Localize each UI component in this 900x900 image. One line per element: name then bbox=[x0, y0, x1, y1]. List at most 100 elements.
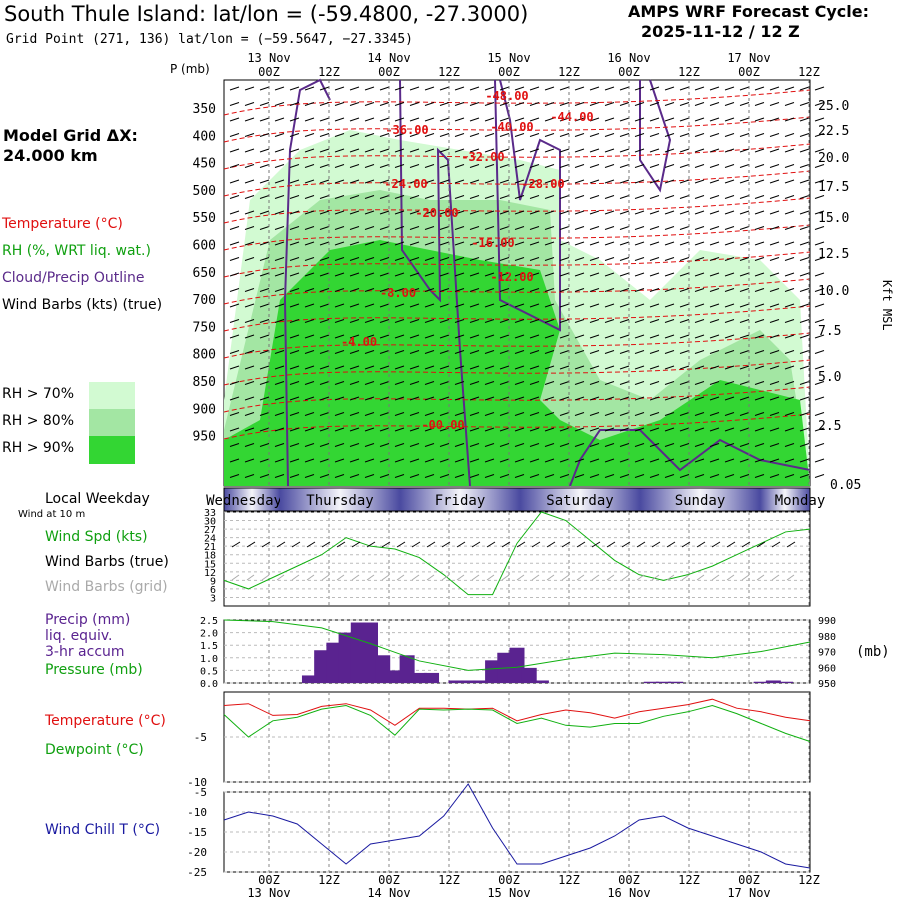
wind-barb bbox=[754, 458, 765, 463]
wind-barb bbox=[409, 272, 420, 277]
wind-barb bbox=[664, 334, 675, 339]
wind-barb bbox=[289, 133, 300, 137]
wind-barb bbox=[739, 179, 750, 184]
wind-barb-grid bbox=[471, 574, 480, 581]
wind-barb bbox=[409, 365, 420, 370]
cloud-outline-5 bbox=[569, 429, 811, 487]
top-time-tick: 00Z bbox=[378, 65, 400, 79]
wind-barb bbox=[439, 102, 450, 106]
wind-barb bbox=[289, 412, 300, 416]
wind-barb bbox=[514, 381, 525, 385]
wind-barb bbox=[784, 303, 795, 308]
wind-barb bbox=[484, 443, 495, 447]
wind-barb bbox=[484, 86, 495, 91]
wind-barb-grid bbox=[321, 574, 330, 581]
wind-barb bbox=[229, 458, 240, 463]
wind-barb bbox=[559, 179, 570, 184]
pressure-tick-label-right: 950 bbox=[818, 679, 836, 690]
wind-barb bbox=[304, 288, 315, 292]
wind-barb bbox=[439, 164, 450, 168]
wind-barb bbox=[229, 133, 240, 137]
wind-barb bbox=[529, 195, 540, 199]
wind-barb bbox=[769, 350, 780, 354]
height-tick-label: 10.0 bbox=[818, 284, 849, 299]
wind-barb bbox=[244, 272, 255, 277]
bottom-date-label: 13 Nov bbox=[247, 886, 290, 900]
windchill-tick-label: -10 bbox=[187, 806, 207, 819]
precip-bar bbox=[363, 622, 378, 683]
wind-barb bbox=[529, 148, 540, 153]
wind-barb bbox=[514, 474, 525, 478]
wind-barb bbox=[649, 334, 660, 339]
wind-barb bbox=[454, 195, 465, 199]
bottom-time-tick: 00Z bbox=[498, 873, 520, 887]
wind-barb bbox=[754, 381, 765, 385]
wind-barb bbox=[439, 474, 450, 478]
wind-barb bbox=[514, 396, 525, 401]
wind-tick-label: 3 bbox=[210, 593, 216, 604]
wind-barb bbox=[454, 350, 465, 354]
isotherm-7 bbox=[223, 278, 811, 305]
wind-barb bbox=[799, 350, 810, 354]
wind-barb bbox=[709, 210, 720, 215]
wind-barb bbox=[559, 86, 570, 91]
wind-barb bbox=[679, 133, 690, 137]
wind-barb bbox=[379, 133, 390, 137]
wind-barb bbox=[274, 381, 285, 385]
wind-barb bbox=[499, 350, 510, 354]
wind-tick-label: 6 bbox=[210, 585, 216, 596]
wind-barb bbox=[709, 427, 720, 432]
wind-barb bbox=[514, 350, 525, 354]
wind-barb bbox=[229, 474, 240, 478]
top-date-label: 15 Nov bbox=[487, 51, 530, 65]
wind-barb bbox=[724, 272, 735, 277]
wind-barb bbox=[694, 474, 705, 478]
wind-barb bbox=[574, 365, 585, 370]
wind-tick-label: 12 bbox=[204, 568, 216, 579]
wind-barb bbox=[244, 365, 255, 370]
wind-barb bbox=[709, 443, 720, 447]
wind-barb bbox=[784, 133, 795, 137]
wind-barb bbox=[424, 334, 435, 339]
wind-barb bbox=[259, 412, 270, 416]
wind-barb bbox=[334, 226, 345, 230]
wind-barb bbox=[574, 381, 585, 385]
wind-barb bbox=[604, 210, 615, 215]
wind-barb bbox=[799, 303, 810, 308]
wind-barb bbox=[544, 288, 555, 292]
wind-barb bbox=[769, 133, 780, 137]
wind-barb bbox=[709, 164, 720, 168]
wind-barb bbox=[619, 102, 630, 106]
wind-tick-label: 21 bbox=[204, 542, 216, 553]
wind-barb bbox=[304, 133, 315, 137]
wind-barb bbox=[814, 133, 825, 137]
wind-barb bbox=[634, 241, 645, 246]
wind-barb bbox=[544, 102, 555, 106]
wind-barb bbox=[349, 117, 360, 122]
wind-barb bbox=[334, 303, 345, 308]
wind-barb bbox=[304, 272, 315, 277]
wind-barb bbox=[544, 164, 555, 168]
wind-barb bbox=[394, 102, 405, 106]
wind-barb-true bbox=[486, 541, 496, 548]
wind-barb bbox=[724, 474, 735, 478]
wind-barb bbox=[499, 257, 510, 261]
wind-barb bbox=[334, 148, 345, 153]
wind-barb bbox=[379, 210, 390, 215]
wind-barb bbox=[364, 148, 375, 153]
wind-barb-grid bbox=[441, 574, 450, 581]
wind-barb bbox=[634, 195, 645, 199]
wind-barb bbox=[514, 148, 525, 153]
wind-barb-true bbox=[561, 541, 571, 548]
wind-barb bbox=[409, 164, 420, 168]
precip-tick-label: 1.0 bbox=[200, 654, 218, 665]
wind-barb bbox=[709, 86, 720, 91]
wind-barb bbox=[454, 365, 465, 370]
wind-barb bbox=[679, 381, 690, 385]
wind-barb bbox=[304, 241, 315, 246]
wind-barb bbox=[364, 350, 375, 354]
wind-barb bbox=[304, 86, 315, 91]
wind-barb bbox=[544, 148, 555, 153]
wind-barb bbox=[634, 303, 645, 308]
wind-barb bbox=[514, 86, 525, 91]
